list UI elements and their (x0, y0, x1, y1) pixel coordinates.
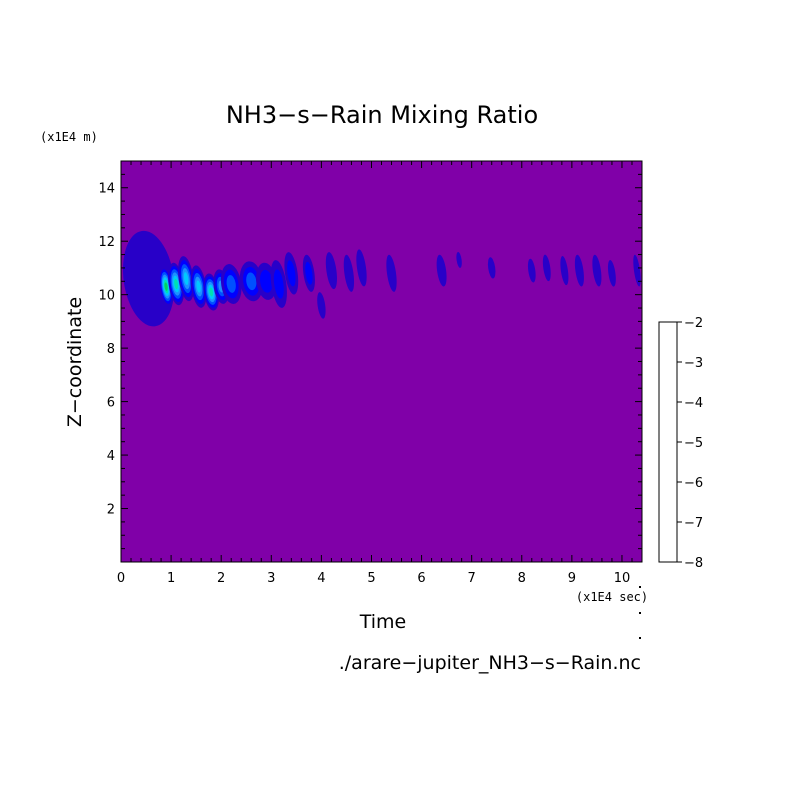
contour-level (325, 252, 337, 290)
contour-level (174, 278, 179, 290)
contour-level (246, 272, 257, 291)
contour-level (607, 260, 616, 287)
colorbar-tick-label: −6 (684, 476, 703, 491)
y-unit-label: (x1E4 m) (40, 130, 98, 144)
y-tick-label: 6 (107, 396, 115, 411)
plot-area (120, 160, 643, 563)
contour-level (356, 249, 367, 287)
x-tick-label: 4 (317, 571, 325, 586)
contour-level (259, 269, 273, 293)
y-tick-label: 4 (107, 449, 115, 464)
contour-level (317, 292, 326, 319)
contour-level (164, 282, 168, 291)
x-tick-label: 6 (417, 571, 425, 586)
contour-level (456, 251, 462, 268)
plot-background (121, 161, 642, 562)
y-tick-label: 10 (98, 289, 115, 304)
y-axis: 2 4 6 8 10 12 14 (98, 160, 642, 563)
x-tick-label: 1 (167, 571, 175, 586)
contour-level (287, 260, 296, 287)
contour-level (226, 275, 236, 293)
x-tick-label: 5 (367, 571, 375, 586)
x-tick-label: 10 (614, 571, 631, 586)
source-file-label: ./arare−jupiter_NH3−s−Rain.nc (339, 652, 641, 674)
contour-level (122, 230, 175, 327)
colorbar-tick-label: −2 (684, 316, 703, 331)
y-axis-label: Z−coordinate (64, 297, 86, 427)
colorbar-tick-label: −7 (684, 516, 703, 531)
contour-level (386, 254, 397, 292)
x-axis-label: Time (359, 611, 407, 633)
contour-level (209, 287, 214, 297)
contour-level (273, 269, 284, 299)
y-tick-label: 12 (98, 235, 115, 250)
contour-level (487, 257, 496, 279)
contour-level (542, 254, 551, 282)
contour-level (343, 254, 355, 292)
chart-title: NH3−s−Rain Mixing Ratio (226, 101, 538, 129)
colorbar-tick-label: −5 (684, 436, 703, 451)
x-unit-label: (x1E4 sec) (576, 590, 648, 604)
colorbar-tick-label: −3 (684, 356, 703, 371)
y-tick-label: 2 (107, 503, 115, 518)
y-tick-label: 14 (98, 182, 115, 197)
colorbar-tick-label: −8 (684, 556, 703, 571)
corner-marker (639, 586, 641, 588)
corner-marker (639, 637, 641, 639)
contour-level (527, 258, 536, 283)
y-tick-label: 8 (107, 342, 115, 357)
contour-level (183, 272, 189, 286)
corner-markers (639, 586, 641, 639)
colorbar: −2 −3 −4 −5 −6 −7 −8 (658, 316, 703, 571)
contour-level (560, 256, 569, 286)
x-tick-label: 9 (568, 571, 576, 586)
contour-features (122, 230, 641, 327)
x-tick-label: 7 (468, 571, 476, 586)
x-tick-label: 0 (117, 571, 125, 586)
contour-level (196, 280, 201, 293)
x-tick-label: 8 (518, 571, 526, 586)
contour-level (574, 254, 584, 287)
corner-marker (639, 612, 641, 614)
x-tick-label: 2 (217, 571, 225, 586)
x-tick-label: 3 (267, 571, 275, 586)
contour-level (633, 254, 641, 287)
contour-level (592, 254, 602, 287)
colorbar-tick-label: −4 (684, 396, 703, 411)
x-axis: 0 1 2 3 4 5 6 7 8 9 10 (117, 161, 643, 586)
contour-level (436, 254, 447, 287)
contour-level (305, 261, 313, 285)
